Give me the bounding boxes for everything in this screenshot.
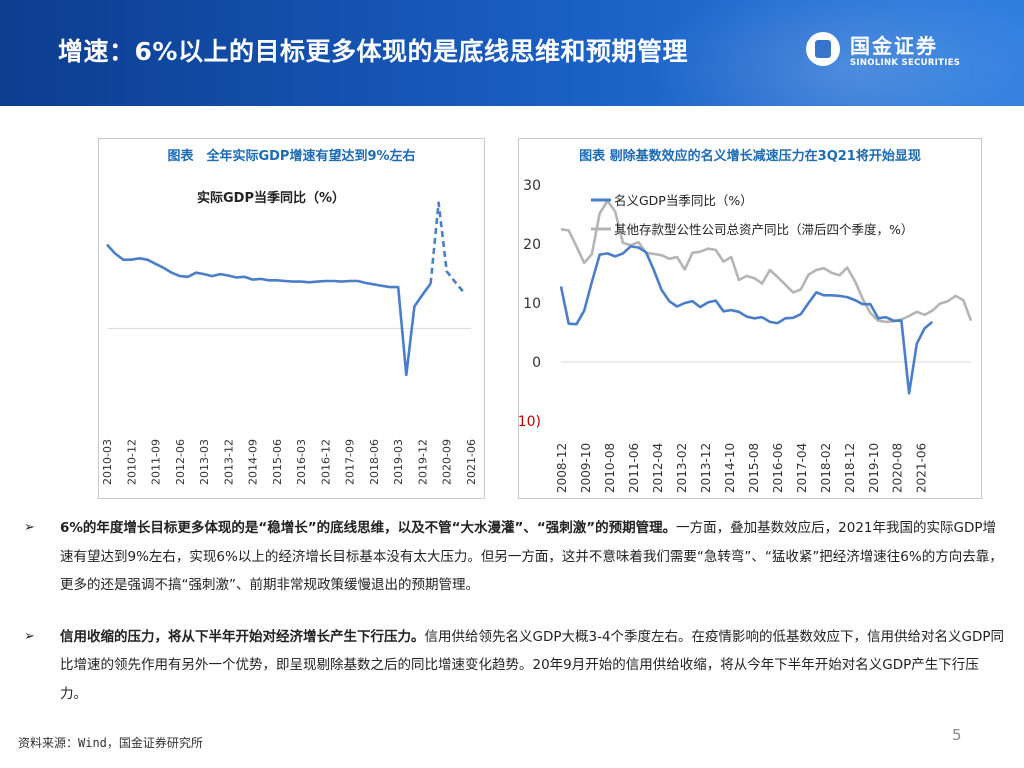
nominal-gdp-chart: 30 20 10 0 (10) 2008-12 2009-10 2010-08 2011-06 2… [519, 178, 973, 493]
bullet-headline: 信用收缩的压力，将从下半年开始对经济增长产生下行压力。 [60, 628, 425, 645]
commentary: ➢ 6%的年度增长目标更多体现的是“稳增长”的底线思维，以及不管“大水漫灌”、“… [20, 514, 1005, 708]
arrow-bullet-icon: ➢ [24, 628, 35, 644]
logo-icon [806, 32, 840, 66]
x-tick-label: 2012-04 [651, 443, 665, 493]
bullet-headline: 6%的年度增长目标更多体现的是“稳增长”的底线思维，以及不管“大水漫灌”、“强刺… [60, 520, 677, 536]
arrow-bullet-icon: ➢ [24, 520, 35, 535]
x-tick-label: 2017-09 [344, 439, 357, 485]
x-tick-label: 2014-10 [723, 443, 737, 493]
x-tick-label: 2021-06 [915, 443, 929, 493]
x-tick-label: 2018-02 [819, 443, 833, 493]
x-tick-label: 2018-06 [368, 439, 381, 485]
series-line [106, 243, 432, 377]
bullet-point: ➢ 6%的年度增长目标更多体现的是“稳增长”的底线思维，以及不管“大水漫灌”、“… [20, 514, 1005, 600]
x-tick-label: 2013-12 [222, 439, 235, 485]
x-tick-label: 2010-12 [125, 439, 138, 485]
chart-panel-real-gdp: 20151050(5)(10)2010-032010-122011-092012… [98, 138, 485, 499]
source-note: 资料来源：Wind，国金证券研究所 [18, 736, 203, 750]
company-logo: 国金证券 SINOLINK SECURITIES [806, 30, 1006, 78]
legend-label: 名义GDP当季同比（%） [614, 193, 753, 208]
series-line [559, 245, 934, 395]
y-tick-label: 20 [523, 237, 541, 253]
chart-panel-nominal-gdp: 30 20 10 0 (10) 2008-12 2009-10 2010-08 2011-06 2… [518, 138, 982, 499]
x-tick-label: 2019-03 [392, 439, 405, 485]
chart-subtitle: 实际GDP当季同比（%） [197, 190, 345, 206]
x-tick-label: 2010-03 [101, 439, 114, 485]
x-tick-label: 2016-03 [295, 439, 308, 485]
chart-title: 图表 全年实际GDP增速有望达到9%左右 [167, 149, 416, 164]
x-tick-label: 2012-06 [174, 439, 187, 485]
x-tick-label: 2020-09 [441, 439, 454, 485]
x-tick-label: 2016-12 [319, 439, 332, 485]
x-tick-label: 2019-10 [867, 443, 881, 493]
logo-name-en: SINOLINK SECURITIES [850, 58, 961, 68]
x-tick-label: 2011-09 [150, 439, 163, 485]
x-tick-label: 2013-12 [699, 443, 713, 493]
header-banner: 增速：6%以上的目标更多体现的是底线思维和预期管理 国金证券 SINOLINK … [0, 0, 1024, 106]
x-tick-label: 2021-06 [465, 439, 478, 485]
x-tick-label: 2011-06 [627, 443, 641, 493]
x-tick-label: 2014-09 [247, 439, 260, 485]
x-tick-label: 2009-10 [579, 443, 593, 493]
y-tick-label: 30 [523, 178, 541, 194]
x-tick-label: 2013-03 [198, 439, 211, 485]
bullet-point: ➢ 信用收缩的压力，将从下半年开始对经济增长产生下行压力。信用供给领先名义GDP… [20, 623, 1005, 709]
x-tick-label: 2016-06 [771, 443, 785, 493]
x-tick-label: 2020-08 [891, 443, 905, 493]
y-tick-label: (10) [519, 414, 541, 430]
real-gdp-chart: 20151050(5)(10)2010-032010-122011-092012… [101, 190, 478, 485]
legend-label: 其他存款型公性公司总资产同比（滞后四个季度，%） [614, 222, 913, 237]
x-tick-label: 2019-12 [416, 439, 429, 485]
x-tick-label: 2018-12 [843, 443, 857, 493]
page-number: 5 [952, 726, 962, 744]
bullet-body: 一方面，叠加基数效应后，2021年我国的实际GDP增速有望达到9%左右，实现6%… [60, 520, 1003, 593]
series-line [560, 199, 973, 324]
forecast-line [429, 201, 464, 293]
x-tick-label: 2013-02 [675, 443, 689, 493]
bullet-body: 信用供给领先名义GDP大概3-4个季度左右。在疫情影响的低基数效应下，信用供给对… [60, 628, 1005, 702]
y-tick-label: 10 [523, 296, 541, 312]
x-tick-label: 2010-08 [603, 443, 617, 493]
chart-title: 图表 剔除基数效应的名义增长减速压力在3Q21将开始显现 [579, 149, 921, 164]
x-tick-label: 2015-08 [747, 443, 761, 493]
x-tick-label: 2008-12 [555, 443, 569, 493]
logo-name-cn: 国金证券 [850, 34, 938, 58]
x-tick-label: 2015-06 [271, 439, 284, 485]
x-tick-label: 2017-04 [795, 443, 809, 493]
y-tick-label: 0 [532, 355, 541, 371]
page-title: 增速：6%以上的目标更多体现的是底线思维和预期管理 [58, 37, 688, 66]
